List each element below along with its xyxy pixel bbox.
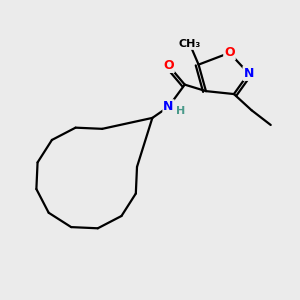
Text: O: O (163, 59, 174, 72)
Text: N: N (244, 67, 254, 80)
Text: N: N (164, 100, 174, 113)
Text: O: O (224, 46, 235, 59)
Text: CH₃: CH₃ (178, 39, 201, 49)
Text: H: H (176, 106, 185, 116)
